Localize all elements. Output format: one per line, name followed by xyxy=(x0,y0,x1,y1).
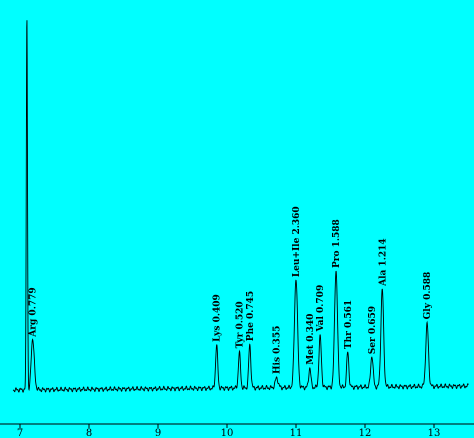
peak-label: Val 0.709 xyxy=(316,285,326,333)
peak-label: Leu+Ile 2.360 xyxy=(292,206,302,277)
x-ticks: 7 8 9 10 11 12 13 xyxy=(17,424,441,438)
peak-label: Pro 1.588 xyxy=(332,219,342,268)
peak-label: Ser 0.659 xyxy=(368,306,378,354)
x-tick-label: 13 xyxy=(428,428,441,438)
x-tick-label: 9 xyxy=(155,428,161,438)
chromatogram-trace xyxy=(12,20,469,393)
x-tick-label: 7 xyxy=(17,428,23,438)
peak-label: Thr 0.561 xyxy=(344,300,354,349)
peak-label: Gly 0.588 xyxy=(423,272,433,320)
peak-label: Tyr 0.520 xyxy=(235,301,245,348)
x-tick-label: 12 xyxy=(359,428,372,438)
peak-label: His 0.355 xyxy=(273,326,283,374)
x-tick-label: 8 xyxy=(86,428,92,438)
peak-label: Lys 0.409 xyxy=(213,294,223,342)
x-tick-label: 10 xyxy=(221,428,234,438)
x-tick-label: 11 xyxy=(290,428,303,438)
peak-labels: Arg 0.779 Lys 0.409 Tyr 0.520 Phe 0.745 His … xyxy=(28,206,433,374)
peak-label: Arg 0.779 xyxy=(28,287,38,337)
peak-label: Met 0.340 xyxy=(306,314,316,365)
peak-label: Ala 1.214 xyxy=(378,238,388,287)
peak-label: Phe 0.745 xyxy=(246,291,256,341)
